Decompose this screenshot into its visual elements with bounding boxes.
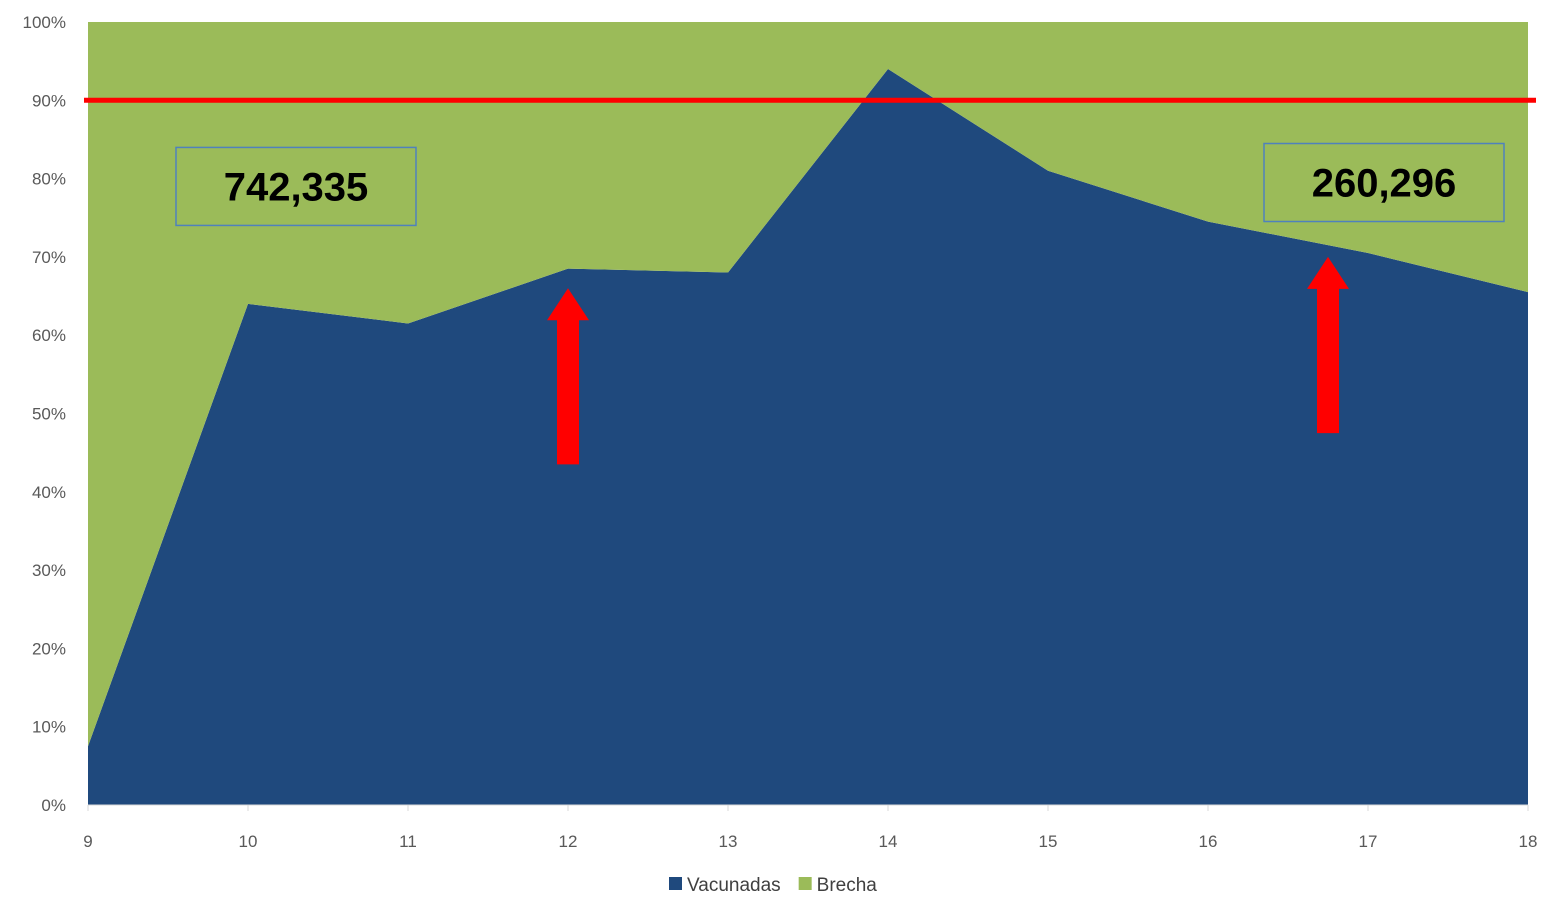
annotation-boxes: 742,335 260,296: [175, 142, 1505, 227]
x-tick-label: 9: [83, 832, 92, 851]
annotation-border: [175, 146, 417, 227]
x-tick-label: 17: [1359, 832, 1378, 851]
y-axis-ticks: 0% 10% 20% 30% 40% 50% 60% 70% 80% 90% 100%: [23, 13, 66, 815]
annotation-value: 742,335: [224, 165, 369, 209]
up-arrow-icon: [1307, 256, 1349, 434]
annotation-border: [1263, 142, 1505, 223]
x-tick-label: 10: [239, 832, 258, 851]
y-tick-label: 100%: [23, 13, 66, 32]
red-arrows: [547, 256, 1349, 465]
y-tick-label: 10%: [32, 718, 66, 737]
area-series-brecha: [88, 22, 1528, 747]
y-tick-label: 90%: [32, 91, 66, 110]
annotation-box: 742,335: [175, 146, 417, 227]
annotation-box: 260,296: [1263, 142, 1505, 223]
x-tick-label: 11: [399, 832, 417, 851]
annotation-value: 260,296: [1312, 162, 1457, 206]
plot-areas: [88, 22, 1528, 806]
y-tick-label: 30%: [32, 561, 66, 580]
y-tick-label: 0%: [41, 796, 66, 815]
x-tick-label: 13: [719, 832, 738, 851]
y-tick-label: 70%: [32, 248, 66, 267]
x-tick-label: 18: [1519, 832, 1538, 851]
legend-swatch: [798, 877, 812, 890]
legend-label: Brecha: [817, 875, 878, 896]
y-tick-label: 40%: [32, 483, 66, 502]
x-tick-label: 16: [1199, 832, 1218, 851]
legend-swatch: [669, 877, 682, 890]
x-tick-label: 12: [559, 832, 578, 851]
legend-item: Vacunadas: [669, 875, 781, 896]
y-tick-label: 50%: [32, 405, 66, 424]
legend-label: Vacunadas: [687, 875, 781, 896]
y-tick-label: 80%: [32, 170, 66, 189]
y-tick-label: 60%: [32, 326, 66, 345]
x-axis-ticks: 9 10 11 12 13 14 15 16 17 18: [83, 805, 1537, 851]
legend: Vacunadas Brecha: [669, 875, 877, 896]
y-tick-label: 20%: [32, 639, 66, 658]
x-tick-label: 15: [1039, 832, 1058, 851]
legend-item: Brecha: [798, 875, 878, 896]
area-series-vacunadas: [88, 68, 1528, 806]
x-tick-label: 14: [879, 832, 898, 851]
up-arrow-icon: [547, 288, 589, 465]
